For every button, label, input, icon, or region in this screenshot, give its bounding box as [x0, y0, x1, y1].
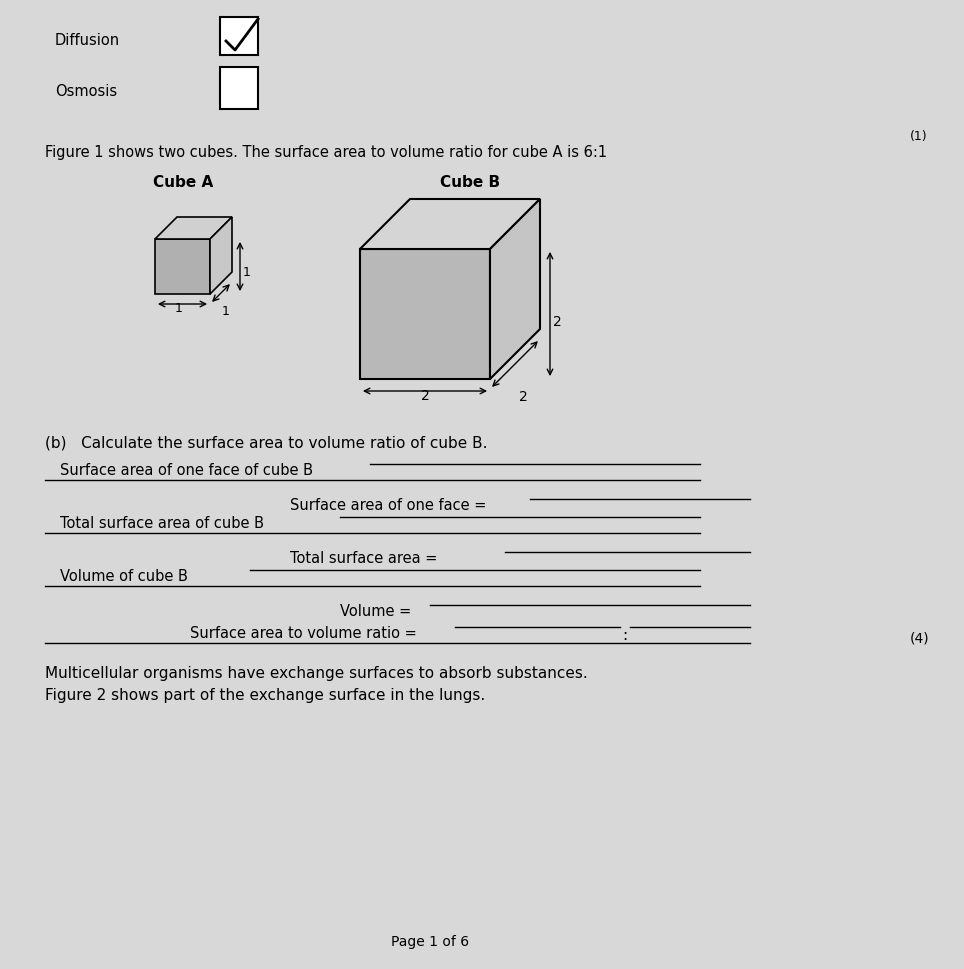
Text: Volume =: Volume = — [340, 604, 412, 618]
Text: (1): (1) — [910, 130, 927, 142]
Text: (4): (4) — [910, 631, 929, 644]
Polygon shape — [360, 200, 540, 250]
Text: Multicellular organisms have exchange surfaces to absorb substances.: Multicellular organisms have exchange su… — [45, 666, 588, 680]
Text: (b)   Calculate the surface area to volume ratio of cube B.: (b) Calculate the surface area to volume… — [45, 434, 488, 450]
Text: Total surface area =: Total surface area = — [290, 550, 438, 566]
Bar — [220, 18, 258, 56]
Text: 1: 1 — [222, 304, 230, 318]
Polygon shape — [360, 250, 490, 380]
Text: Figure 2 shows part of the exchange surface in the lungs.: Figure 2 shows part of the exchange surf… — [45, 687, 485, 703]
Text: 2: 2 — [519, 390, 527, 403]
Text: Surface area of one face =: Surface area of one face = — [290, 497, 487, 513]
Polygon shape — [155, 239, 210, 295]
Text: 2: 2 — [420, 389, 429, 402]
Text: Volume of cube B: Volume of cube B — [60, 569, 188, 583]
Text: Surface area of one face of cube B: Surface area of one face of cube B — [60, 462, 313, 478]
Text: Osmosis: Osmosis — [55, 84, 117, 99]
Text: Page 1 of 6: Page 1 of 6 — [391, 934, 469, 948]
Polygon shape — [210, 218, 232, 295]
Text: 1: 1 — [175, 301, 183, 315]
Text: Total surface area of cube B: Total surface area of cube B — [60, 516, 264, 530]
Bar — [220, 68, 258, 109]
Text: :: : — [622, 627, 628, 642]
Text: 1: 1 — [243, 266, 251, 279]
Polygon shape — [155, 218, 232, 239]
Text: Cube B: Cube B — [440, 174, 500, 190]
Text: Diffusion: Diffusion — [55, 33, 120, 47]
Polygon shape — [490, 200, 540, 380]
Text: Surface area to volume ratio =: Surface area to volume ratio = — [190, 625, 416, 641]
Text: 2: 2 — [553, 315, 562, 328]
Text: Cube A: Cube A — [153, 174, 213, 190]
Text: Figure 1 shows two cubes. The surface area to volume ratio for cube A is 6:1: Figure 1 shows two cubes. The surface ar… — [45, 144, 607, 160]
